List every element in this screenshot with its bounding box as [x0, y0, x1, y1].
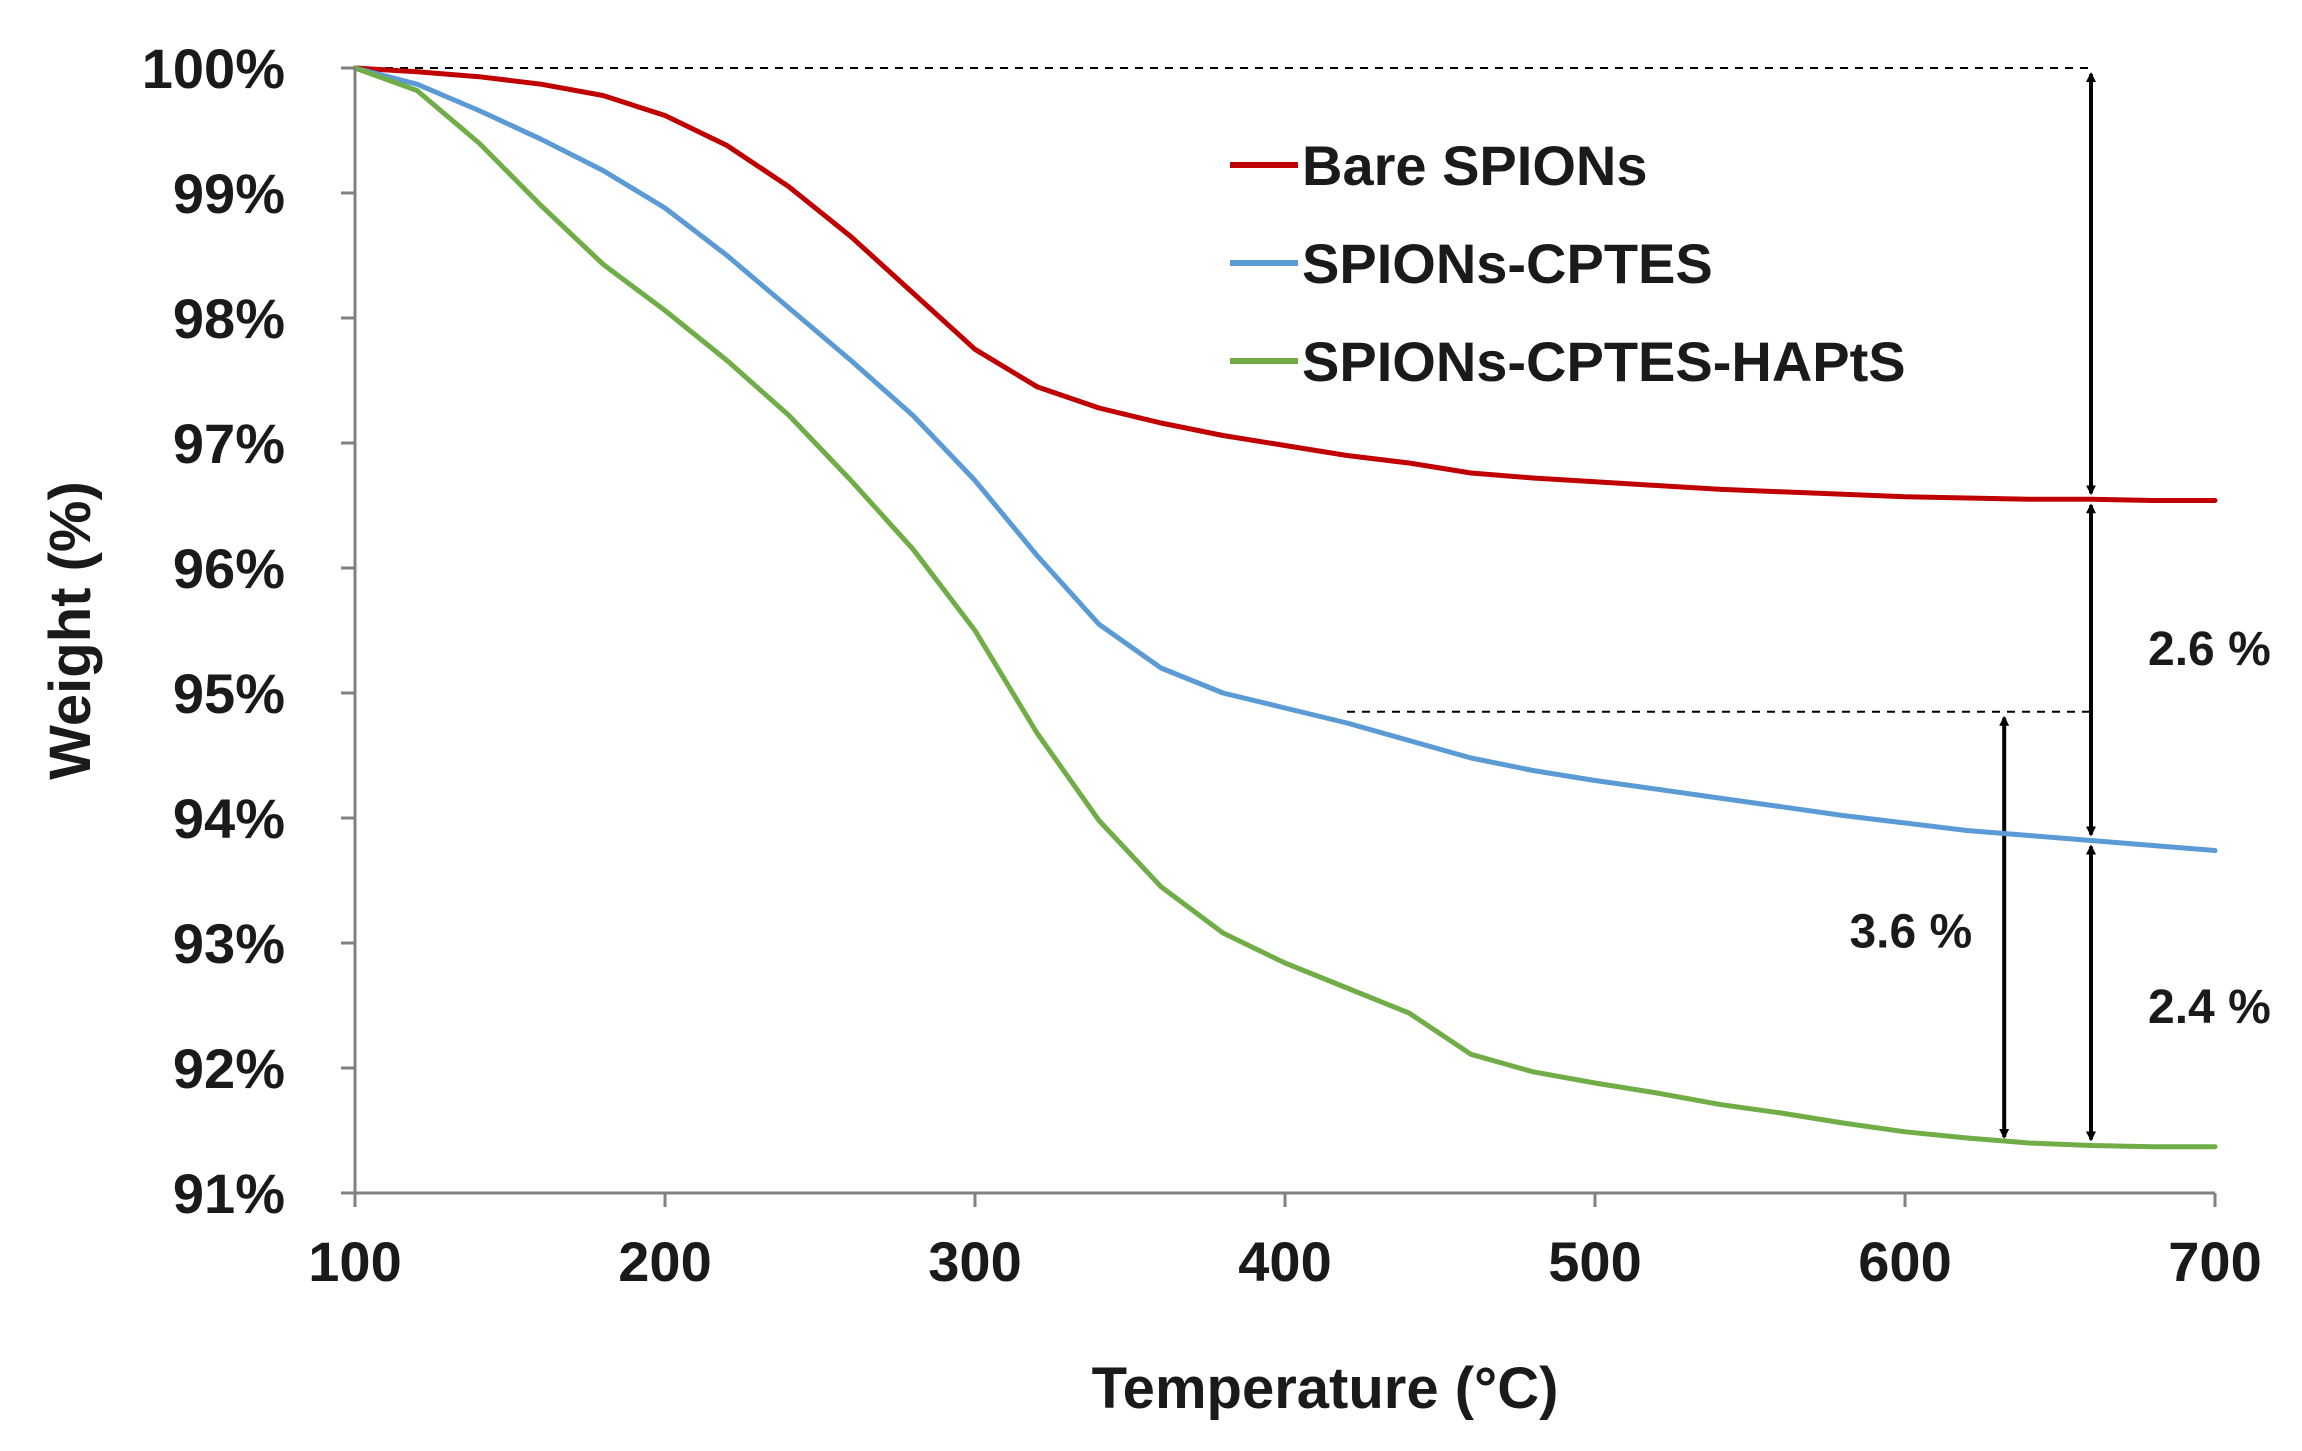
x-tick-label: 700: [2168, 1230, 2261, 1293]
x-axis-title: Temperature (°C): [1092, 1356, 1559, 1421]
x-tick-label: 100: [308, 1230, 401, 1293]
y-tick-label: 97%: [173, 412, 285, 475]
axes: 100 200 300 400 500 600 700 91% 92% 93% 94% 95% 96%…: [142, 37, 2262, 1293]
x-tick-label: 500: [1548, 1230, 1641, 1293]
x-ticks: 100 200 300 400 500 600 700: [308, 1193, 2262, 1293]
y-tick-label: 94%: [173, 787, 285, 850]
series-line-1: [352, 65, 2218, 853]
y-tick-label: 91%: [173, 1162, 285, 1225]
series-line-2: [352, 65, 2218, 1150]
y-tick-label: 96%: [173, 537, 285, 600]
legend: Bare SPIONs SPIONs-CPTES SPIONs-CPTES-HAPt…: [1230, 134, 1906, 393]
annotation-label: 2.4 %: [2148, 981, 2271, 1034]
x-tick-label: 300: [928, 1230, 1021, 1293]
y-axis-title: Weight (%): [38, 481, 103, 780]
y-tick-label: 92%: [173, 1037, 285, 1100]
legend-label: SPIONs-CPTES-HAPtS: [1302, 330, 1906, 393]
y-tick-label: 95%: [173, 662, 285, 725]
y-tick-label: 99%: [173, 162, 285, 225]
y-tick-label: 98%: [173, 287, 285, 350]
x-tick-label: 400: [1238, 1230, 1331, 1293]
y-ticks: 91% 92% 93% 94% 95% 96% 97% 98% 99% 100%: [142, 37, 355, 1225]
annotation-label: 3.6 %: [1849, 905, 1972, 958]
y-tick-label: 93%: [173, 912, 285, 975]
y-tick-label: 100%: [142, 37, 285, 100]
legend-label: Bare SPIONs: [1302, 134, 1648, 197]
series-line-0: [352, 65, 2218, 503]
x-tick-label: 200: [618, 1230, 711, 1293]
annotation-label: 2.6 %: [2148, 623, 2271, 676]
annotations: 2.6 % 2.4 % 3.6 %: [355, 67, 2271, 1142]
data-series: [352, 65, 2218, 1150]
x-tick-label: 600: [1858, 1230, 1951, 1293]
legend-label: SPIONs-CPTES: [1302, 232, 1713, 295]
